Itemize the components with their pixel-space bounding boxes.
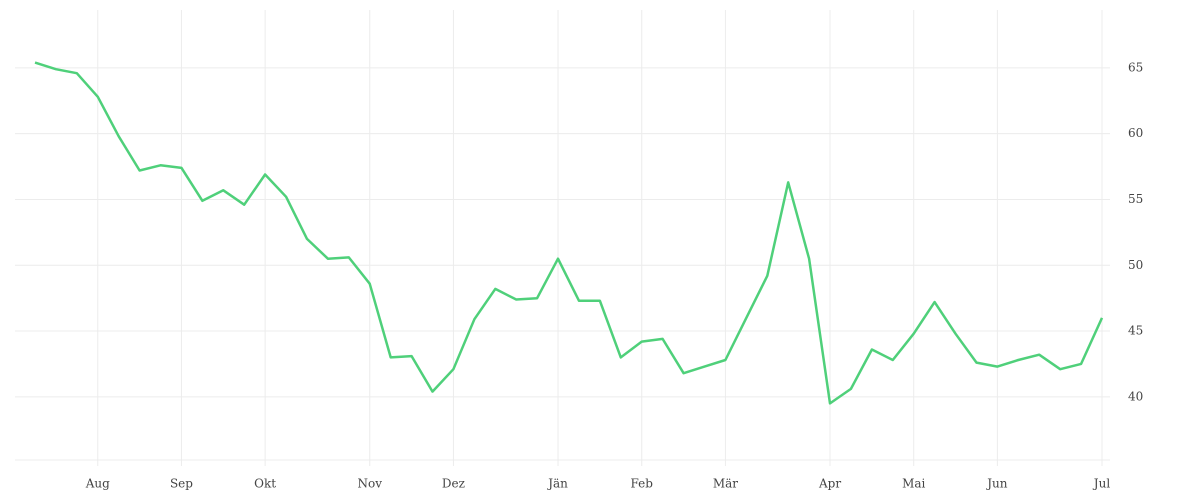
x-tick-label: Jän [546, 477, 568, 491]
y-tick-label: 40 [1128, 389, 1143, 403]
x-tick-label: Dez [442, 477, 465, 491]
x-tick-label: Aug [85, 477, 110, 491]
y-tick-label: 50 [1128, 258, 1143, 272]
y-tick-label: 45 [1128, 324, 1143, 338]
x-tick-label: Jul [1092, 477, 1111, 491]
line [34, 61, 1104, 405]
x-tick-label: Okt [254, 477, 276, 491]
x-tick-label: Nov [357, 477, 382, 491]
y-tick-label: 60 [1128, 126, 1143, 140]
x-tick-label: Apr [818, 477, 841, 491]
x-tick-label: Mai [902, 477, 925, 491]
x-tick-label: Jun [985, 477, 1008, 491]
y-tick-label: 65 [1128, 60, 1143, 74]
x-tick-label: Feb [630, 477, 653, 491]
x-tick-label: Mär [713, 477, 738, 491]
y-tick-label: 55 [1128, 192, 1143, 206]
x-tick-label: Sep [170, 477, 193, 491]
